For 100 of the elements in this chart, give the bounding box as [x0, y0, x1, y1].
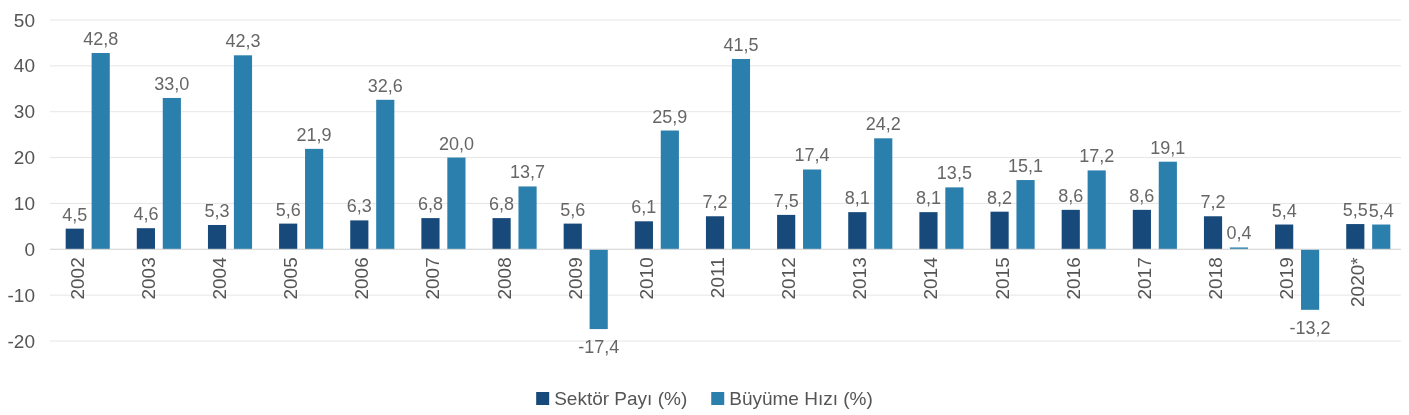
data-label: 5,4	[1368, 200, 1394, 221]
bar	[1158, 161, 1177, 250]
x-tick-label: 2018	[1204, 257, 1226, 300]
x-tick-label: 2002	[66, 257, 88, 300]
data-label: 33,0	[154, 73, 190, 94]
x-tick-label: 2019	[1276, 257, 1298, 300]
y-tick-label: 20	[13, 147, 35, 169]
bar	[777, 214, 796, 250]
bar	[65, 228, 84, 250]
data-label: 6,3	[346, 196, 372, 217]
y-tick-label: 10	[13, 193, 35, 215]
data-label: 8,2	[987, 187, 1013, 208]
bar	[1016, 180, 1035, 250]
data-label: 8,6	[1129, 185, 1155, 206]
data-label: 6,8	[417, 194, 443, 215]
bar	[492, 218, 511, 250]
data-label: 24,2	[865, 114, 901, 135]
data-label: 7,2	[1200, 192, 1226, 213]
x-tick-label: 2020*	[1347, 256, 1369, 307]
data-label: 15,1	[1008, 156, 1044, 177]
x-tick-label: 2011	[707, 257, 728, 299]
bar	[945, 187, 964, 250]
data-label: 4,5	[62, 204, 88, 225]
x-tick-label: 2010	[635, 257, 657, 300]
bar	[634, 221, 653, 250]
data-label: -13,2	[1289, 317, 1331, 338]
x-tick-label: 2006	[351, 257, 373, 300]
bar	[874, 138, 893, 250]
bar	[1275, 224, 1294, 250]
bar	[1132, 209, 1151, 250]
bar	[447, 157, 466, 250]
x-tick-label: 2007	[422, 257, 444, 300]
data-label: 8,1	[844, 188, 870, 209]
x-tick-label: 2017	[1133, 257, 1155, 300]
data-label: 8,6	[1058, 185, 1084, 206]
data-label: 17,4	[794, 145, 830, 166]
x-tick-label: 2015	[991, 257, 1013, 300]
data-label: 6,8	[489, 194, 515, 215]
data-label: 4,6	[133, 204, 159, 225]
data-label: 7,2	[702, 192, 728, 213]
data-label: 7,5	[773, 190, 799, 211]
x-tick-label: 2005	[280, 257, 302, 300]
bar	[1301, 249, 1320, 310]
bar	[848, 212, 867, 250]
bar	[1061, 209, 1080, 250]
x-tick-label: 2014	[920, 256, 942, 300]
bar	[731, 58, 751, 250]
data-label: 42,8	[83, 29, 119, 50]
data-label: 5,5	[1342, 200, 1368, 221]
bar	[279, 223, 298, 250]
bar	[91, 53, 110, 250]
x-tick-label: 2009	[564, 257, 586, 300]
y-tick-label: 40	[13, 55, 35, 77]
x-tick-label: 2003	[137, 257, 159, 300]
data-label: 21,9	[296, 124, 332, 145]
bar	[705, 216, 725, 250]
bar	[589, 249, 608, 330]
bar	[990, 211, 1009, 250]
data-label: 42,3	[225, 31, 261, 52]
data-label: 5,3	[204, 200, 230, 221]
data-label: -17,4	[578, 337, 620, 358]
data-label: 19,1	[1150, 137, 1186, 158]
bar	[162, 97, 181, 250]
data-label: 41,5	[723, 34, 759, 55]
bar	[376, 99, 395, 250]
bar	[660, 130, 679, 250]
data-label: 20,0	[438, 133, 474, 154]
data-label: 13,7	[510, 162, 546, 183]
x-tick-label: 2016	[1062, 257, 1084, 300]
data-label: 8,1	[915, 188, 941, 209]
x-tick-label: 2008	[493, 257, 515, 300]
x-tick-label: 2004	[209, 256, 231, 300]
bar	[207, 224, 227, 250]
x-tick-label: 2013	[849, 257, 871, 300]
y-tick-label: 0	[24, 238, 35, 260]
bar	[919, 212, 938, 250]
data-label: 5,4	[1271, 200, 1297, 221]
data-label: 25,9	[652, 106, 688, 127]
data-label: 6,1	[631, 197, 657, 218]
y-tick-label: -20	[7, 330, 35, 352]
data-label: 5,6	[275, 199, 301, 220]
bar	[350, 220, 369, 250]
bar	[1203, 216, 1223, 250]
legend-label: Büyüme Hızı (%)	[729, 388, 873, 409]
y-tick-label: 50	[13, 9, 35, 31]
data-label: 17,2	[1079, 146, 1115, 167]
data-label: 0,4	[1226, 223, 1252, 244]
bar	[421, 218, 440, 250]
data-label: 5,6	[560, 199, 586, 220]
bar	[233, 55, 253, 250]
bar	[305, 148, 324, 250]
data-label: 32,6	[367, 75, 403, 96]
bar	[1087, 170, 1106, 250]
y-tick-label: 30	[13, 101, 35, 123]
y-tick-label: -10	[7, 284, 35, 306]
bar	[1346, 224, 1365, 250]
bar	[518, 186, 537, 250]
data-label: 13,5	[936, 163, 972, 184]
bar	[136, 228, 155, 250]
bar	[1372, 224, 1391, 250]
